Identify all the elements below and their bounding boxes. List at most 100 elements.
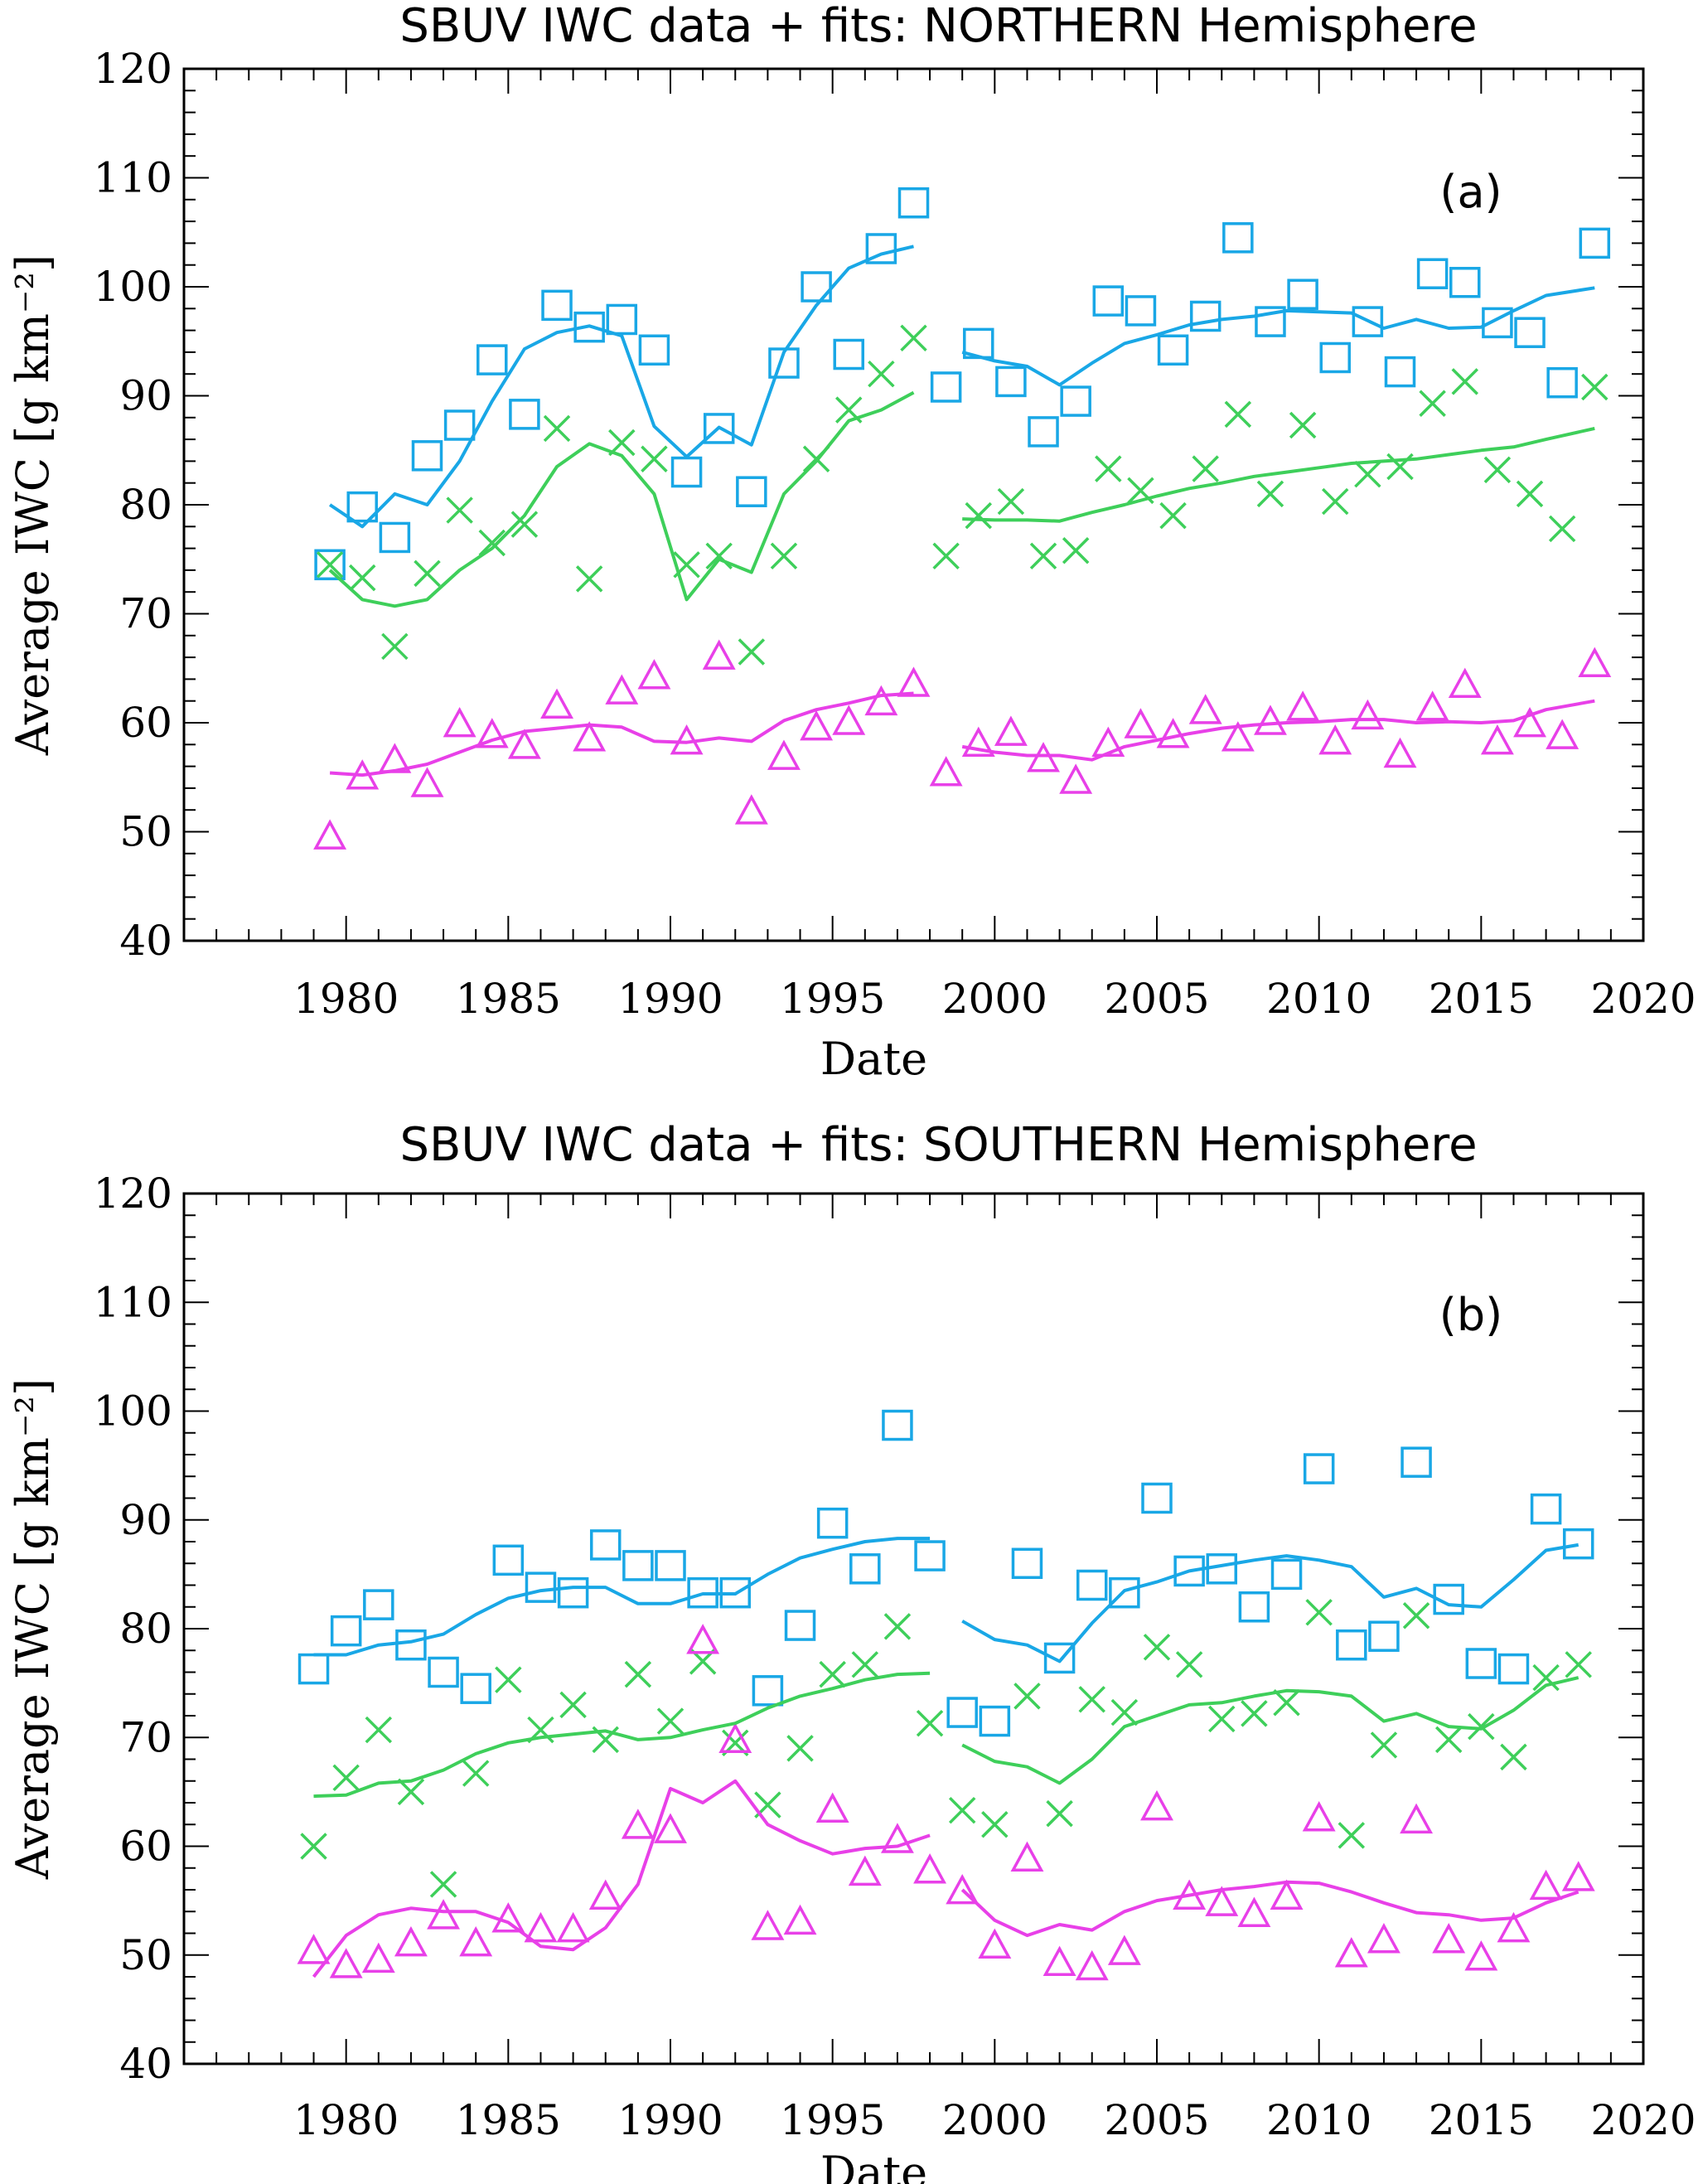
square-marker	[346, 491, 378, 523]
cross-marker	[446, 496, 473, 524]
cross-marker	[1175, 1651, 1203, 1678]
triangle-marker	[1107, 1935, 1141, 1965]
square-marker	[784, 1610, 816, 1641]
square-marker	[1465, 1648, 1497, 1679]
cross-marker	[397, 1778, 425, 1806]
square-marker	[298, 1653, 330, 1685]
chart-panel-a: SBUV IWC data + fits: NORTHERN Hemispher…	[7, 0, 1696, 1085]
square-marker	[1482, 307, 1513, 339]
triangle-marker	[946, 1873, 980, 1905]
panel-label: (a)	[1439, 166, 1502, 218]
x-tick-label: 2000	[942, 2096, 1047, 2144]
x-tick-label: 2010	[1266, 975, 1371, 1023]
triangle-marker	[702, 639, 736, 670]
square-marker	[1352, 306, 1384, 337]
x-axis-label: Date	[820, 1033, 927, 1085]
square-marker	[703, 413, 735, 444]
panel-label: (b)	[1439, 1289, 1502, 1341]
cross-marker	[1110, 1698, 1139, 1726]
cross-marker	[495, 1666, 522, 1693]
square-marker	[1189, 300, 1221, 332]
x-tick-label: 1990	[617, 2096, 723, 2144]
cross-marker	[1419, 390, 1446, 417]
triangle-marker	[1286, 690, 1320, 721]
cross-marker	[1208, 1705, 1236, 1733]
cross-marker	[462, 1760, 490, 1787]
y-tick-label: 80	[119, 1605, 172, 1653]
triangle-marker	[1221, 721, 1255, 752]
square-marker	[589, 1529, 622, 1561]
triangle-marker	[978, 1928, 1012, 1959]
triangle-marker	[637, 659, 671, 690]
square-marker	[1157, 334, 1189, 366]
y-tick-label: 100	[94, 1387, 172, 1436]
triangle-marker	[832, 705, 866, 735]
cross-marker	[900, 324, 927, 352]
triangle-marker	[1432, 1923, 1466, 1954]
x-tick-label: 1980	[293, 2096, 399, 2144]
cross-marker	[1289, 411, 1317, 439]
triangle-marker	[1367, 1923, 1400, 1954]
square-marker	[1141, 1482, 1173, 1514]
triangle-marker	[1254, 705, 1287, 735]
triangle-marker	[1027, 742, 1060, 772]
cross-marker	[1354, 460, 1381, 488]
cross-marker	[429, 1871, 457, 1898]
triangle-marker	[475, 718, 509, 748]
triangle-marker	[427, 1899, 461, 1930]
square-marker	[477, 344, 508, 375]
square-marker	[314, 549, 346, 581]
x-tick-label: 2015	[1429, 2096, 1534, 2144]
fit-line	[960, 1880, 1579, 1938]
square-marker	[1076, 1569, 1108, 1601]
square-marker	[1579, 227, 1611, 259]
triangle-marker	[1124, 708, 1158, 738]
x-tick-label: 2010	[1266, 2096, 1371, 2144]
y-tick-label: 50	[119, 1931, 172, 1979]
y-tick-label: 110	[94, 154, 172, 202]
triangle-marker	[443, 706, 477, 738]
y-tick-label: 110	[94, 1278, 172, 1326]
square-marker	[443, 409, 476, 441]
cross-marker	[1581, 373, 1609, 401]
square-marker	[1514, 317, 1546, 348]
triangle-marker	[1140, 1789, 1173, 1821]
square-marker	[897, 186, 930, 219]
cross-marker	[381, 632, 409, 661]
triangle-marker	[573, 721, 607, 752]
y-tick-label: 120	[94, 45, 172, 93]
cross-marker	[1046, 1799, 1073, 1828]
cross-marker	[948, 1796, 976, 1824]
square-marker	[1368, 1620, 1400, 1652]
square-marker	[379, 521, 411, 554]
y-tick-label: 70	[119, 1713, 172, 1761]
square-marker	[1562, 1528, 1594, 1560]
triangle-marker	[1546, 719, 1579, 749]
plot-frame	[182, 1192, 1645, 2065]
square-marker	[1222, 222, 1254, 254]
x-tick-label: 1980	[293, 975, 399, 1023]
cross-marker	[851, 1651, 879, 1678]
square-marker	[670, 456, 703, 488]
square-marker	[655, 1550, 686, 1581]
cross-marker	[641, 445, 668, 473]
triangle-marker	[1529, 1869, 1563, 1901]
square-marker	[946, 1697, 978, 1728]
cross-marker	[1500, 1743, 1527, 1771]
y-axis-label: Average IWC [g km⁻²]	[7, 254, 59, 756]
square-marker	[395, 1629, 427, 1661]
triangle-marker	[686, 1624, 720, 1654]
cross-marker	[1062, 536, 1090, 564]
triangle-marker	[1561, 1861, 1595, 1891]
square-marker	[801, 271, 832, 303]
triangle-marker	[524, 1911, 558, 1943]
x-tick-label: 2005	[1104, 975, 1209, 1023]
triangle-marker	[1578, 646, 1612, 678]
fit-line	[329, 691, 914, 777]
square-marker	[492, 1544, 525, 1576]
chart-title: SBUV IWC data + fits: NORTHERN Hemispher…	[399, 0, 1477, 53]
y-tick-label: 90	[119, 372, 172, 420]
square-marker	[638, 334, 670, 366]
cross-marker	[1029, 542, 1057, 570]
chart-panel-b: SBUV IWC data + fits: SOUTHERN Hemispher…	[7, 1118, 1696, 2184]
